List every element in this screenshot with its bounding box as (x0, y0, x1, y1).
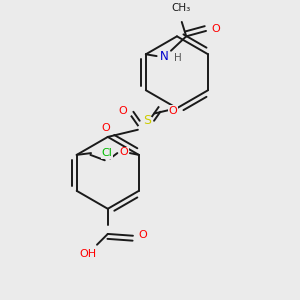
Text: O: O (118, 106, 127, 116)
Text: O: O (169, 106, 177, 116)
Text: O: O (119, 147, 128, 157)
Text: O: O (212, 24, 220, 34)
Text: H: H (174, 53, 182, 63)
Text: CH₃: CH₃ (171, 3, 190, 13)
Text: S: S (143, 114, 151, 127)
Text: N: N (160, 50, 169, 63)
Text: O: O (102, 123, 110, 133)
Text: O: O (138, 230, 147, 240)
Text: OH: OH (80, 249, 97, 259)
Text: Cl: Cl (102, 148, 112, 158)
